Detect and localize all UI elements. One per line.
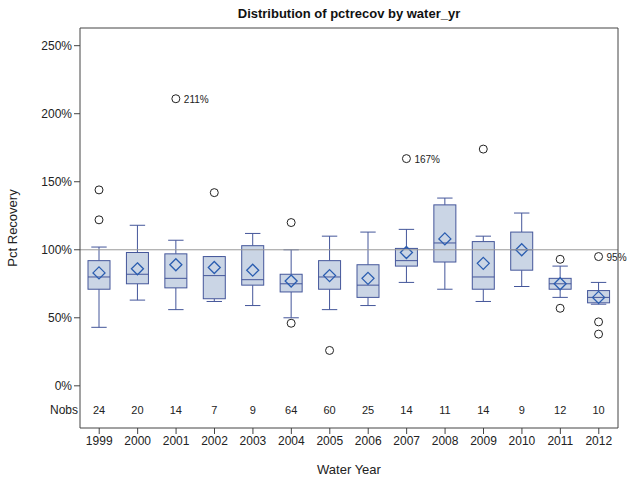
svg-text:24: 24 bbox=[93, 404, 105, 416]
svg-text:2003: 2003 bbox=[240, 434, 267, 448]
svg-text:10: 10 bbox=[592, 404, 604, 416]
svg-text:Pct Recovery: Pct Recovery bbox=[8, 189, 20, 267]
svg-text:2006: 2006 bbox=[355, 434, 382, 448]
svg-text:Water Year: Water Year bbox=[317, 462, 382, 477]
svg-text:1999: 1999 bbox=[86, 434, 113, 448]
svg-text:200%: 200% bbox=[41, 107, 72, 121]
svg-text:60: 60 bbox=[323, 404, 335, 416]
svg-text:2009: 2009 bbox=[470, 434, 497, 448]
svg-text:2010: 2010 bbox=[509, 434, 536, 448]
html-text:Distribution of pctrecov by wa: Distribution of pctrecov by water_yr bbox=[237, 6, 461, 21]
svg-text:95%: 95% bbox=[607, 252, 627, 263]
svg-text:11: 11 bbox=[439, 404, 450, 416]
svg-text:100%: 100% bbox=[41, 243, 72, 257]
svg-text:2007: 2007 bbox=[393, 434, 420, 448]
svg-text:2004: 2004 bbox=[278, 434, 305, 448]
svg-text:211%: 211% bbox=[184, 94, 209, 105]
svg-text:250%: 250% bbox=[41, 39, 72, 53]
svg-text:14: 14 bbox=[400, 404, 412, 416]
svg-text:2011: 2011 bbox=[547, 434, 573, 448]
svg-text:167%: 167% bbox=[414, 154, 440, 165]
svg-text:25: 25 bbox=[362, 404, 374, 416]
svg-text:2000: 2000 bbox=[124, 434, 151, 448]
svg-text:64: 64 bbox=[285, 404, 297, 416]
svg-text:9: 9 bbox=[519, 404, 525, 416]
svg-text:2001: 2001 bbox=[163, 434, 190, 448]
svg-text:2012: 2012 bbox=[585, 434, 612, 448]
svg-text:2005: 2005 bbox=[316, 434, 343, 448]
svg-text:50%: 50% bbox=[48, 311, 72, 325]
svg-text:150%: 150% bbox=[41, 175, 72, 189]
svg-text:20: 20 bbox=[131, 404, 143, 416]
svg-text:2002: 2002 bbox=[201, 434, 228, 448]
svg-text:14: 14 bbox=[170, 404, 182, 416]
svg-text:9: 9 bbox=[250, 404, 256, 416]
svg-text:Nobs: Nobs bbox=[50, 403, 78, 417]
svg-text:12: 12 bbox=[554, 404, 566, 416]
svg-text:2008: 2008 bbox=[432, 434, 459, 448]
svg-text:0%: 0% bbox=[55, 379, 73, 393]
svg-text:7: 7 bbox=[211, 404, 217, 416]
svg-text:14: 14 bbox=[477, 404, 489, 416]
